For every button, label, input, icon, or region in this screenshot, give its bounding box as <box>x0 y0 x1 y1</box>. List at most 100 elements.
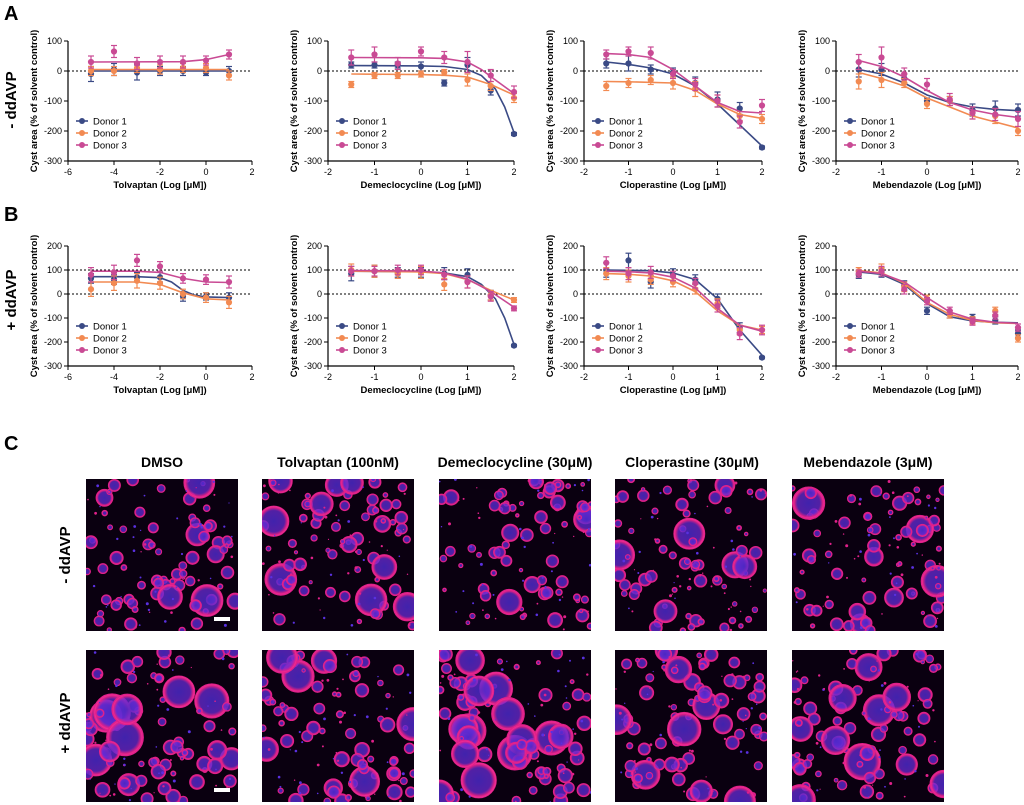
cyst <box>876 650 892 662</box>
chart-3: 100 0 -100 -200 -300-2 -1 0 1 2 Cloperastine (Log… <box>545 30 766 191</box>
speck <box>406 573 409 575</box>
speck <box>896 546 900 549</box>
cyst <box>140 792 154 802</box>
cyst <box>562 701 572 711</box>
speck <box>883 681 887 685</box>
cyst <box>830 567 844 580</box>
speck <box>349 534 352 537</box>
speck <box>562 628 565 631</box>
y-tick-label: -300 <box>560 156 578 166</box>
cyst <box>584 528 591 538</box>
speck <box>659 491 662 495</box>
cyst <box>184 575 196 587</box>
data-point-donor-1 <box>510 130 518 138</box>
speck <box>494 617 497 620</box>
speck <box>558 653 561 656</box>
cyst <box>736 707 751 721</box>
cyst <box>846 657 858 670</box>
y-tick-label: -100 <box>812 313 830 323</box>
speck <box>732 548 735 551</box>
data-point-donor-2 <box>348 81 355 88</box>
cyst <box>516 739 528 751</box>
cyst <box>843 721 857 735</box>
cyst <box>113 678 122 687</box>
speck <box>323 616 326 620</box>
cyst <box>394 510 409 525</box>
speck <box>582 531 585 534</box>
cyst <box>476 746 493 763</box>
cyst <box>549 494 566 511</box>
scale-bar <box>214 788 230 792</box>
speck <box>115 684 118 688</box>
micrograph-3 <box>439 479 591 631</box>
cyst <box>126 479 139 487</box>
data-point-donor-1 <box>441 79 448 87</box>
cyst <box>867 538 881 553</box>
cyst <box>98 740 121 763</box>
cyst <box>279 702 286 709</box>
cyst <box>189 599 202 612</box>
cyst <box>792 485 796 492</box>
speck <box>156 663 158 665</box>
cyst <box>836 779 848 791</box>
speck <box>329 573 333 576</box>
cyst <box>91 668 104 680</box>
speck <box>918 725 920 728</box>
cyst <box>228 727 237 736</box>
data-point-donor-2 <box>110 67 118 75</box>
speck <box>699 574 702 577</box>
cyst <box>824 550 833 559</box>
cyst <box>703 650 719 662</box>
data-point-donor-1 <box>371 61 378 69</box>
data-point-donor-2 <box>647 76 654 84</box>
cyst <box>915 523 929 537</box>
cyst <box>930 601 944 615</box>
legend-label: Donor 2 <box>861 129 895 140</box>
speck <box>99 792 101 794</box>
speck <box>917 700 919 702</box>
speck <box>731 698 734 700</box>
data-point-donor-1 <box>923 307 931 314</box>
cyst <box>555 588 563 596</box>
speck <box>398 779 400 782</box>
cyst <box>304 492 311 500</box>
cyst <box>731 601 738 607</box>
micrograph-7 <box>262 650 414 802</box>
speck <box>554 532 556 535</box>
speck <box>373 596 377 600</box>
cyst <box>792 518 800 533</box>
speck <box>750 707 753 710</box>
data-point-donor-3 <box>156 263 164 270</box>
speck <box>623 670 626 673</box>
data-point-donor-2 <box>603 270 610 277</box>
speck <box>936 617 939 620</box>
legend-label: Donor 3 <box>93 141 127 152</box>
cyst <box>439 650 453 662</box>
micrograph-10 <box>792 650 944 802</box>
speck <box>881 613 883 615</box>
cyst <box>873 768 885 780</box>
legend-label: Donor 2 <box>353 129 387 140</box>
legend-label: Donor 1 <box>609 117 643 128</box>
speck <box>587 527 590 530</box>
speck <box>915 652 919 656</box>
cyst <box>686 585 692 591</box>
cyst <box>912 733 927 747</box>
cyst <box>493 490 504 501</box>
cyst <box>897 561 903 567</box>
cyst <box>762 588 767 593</box>
data-point-donor-2 <box>156 280 164 287</box>
legend-marker <box>595 142 601 148</box>
speck <box>712 790 714 792</box>
cyst <box>910 541 916 547</box>
data-point-donor-2 <box>202 64 210 72</box>
x-tick-label: 2 <box>759 167 764 177</box>
cyst <box>561 520 569 528</box>
data-point-donor-3 <box>417 266 425 274</box>
cyst <box>725 735 740 750</box>
cyst <box>393 664 405 676</box>
cyst <box>648 620 663 631</box>
data-point-donor-3 <box>647 49 654 57</box>
y-tick-label: 100 <box>563 265 578 275</box>
cyst <box>327 549 338 560</box>
